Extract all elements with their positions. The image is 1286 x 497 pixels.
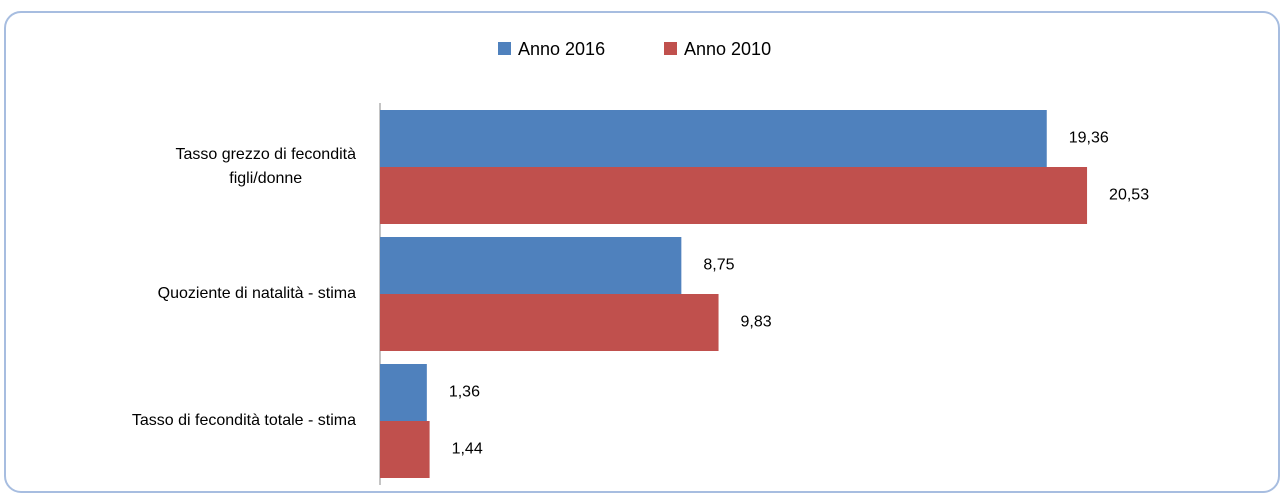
legend-swatch [664, 42, 677, 55]
bar [380, 421, 430, 478]
data-label: 19,36 [1069, 130, 1109, 147]
bar [380, 110, 1047, 167]
data-label: 8,75 [703, 257, 734, 274]
bar [380, 237, 682, 294]
legend-label: Anno 2016 [518, 39, 605, 59]
bar [380, 364, 427, 421]
bar [380, 294, 719, 351]
data-label: 1,36 [449, 384, 480, 401]
data-label: 9,83 [741, 314, 772, 331]
legend-swatch [498, 42, 511, 55]
data-label: 20,53 [1109, 187, 1149, 204]
category-label: Quoziente di natalità - stima [157, 284, 356, 302]
category-label: Tasso di fecondità totale - stima [131, 411, 356, 429]
category-label: Tasso grezzo di fecondità figli/donne [175, 145, 356, 187]
data-label: 1,44 [452, 441, 483, 458]
bar [380, 167, 1088, 224]
legend-label: Anno 2010 [684, 39, 771, 59]
